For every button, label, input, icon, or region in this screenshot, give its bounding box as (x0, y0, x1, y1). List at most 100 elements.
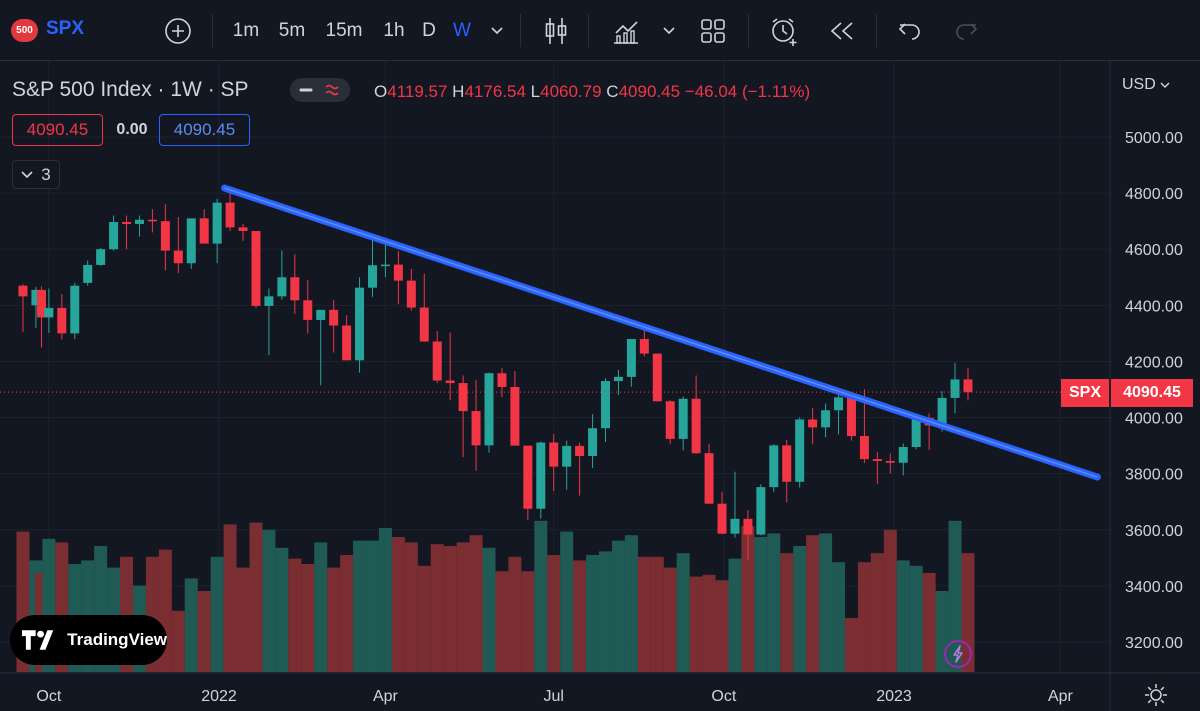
volume-bar (495, 571, 509, 672)
price-tick-label: 3800.00 (1125, 467, 1183, 484)
alert-button[interactable] (764, 0, 804, 61)
price-tick-label: 3600.00 (1125, 523, 1183, 540)
volume-bar (521, 571, 535, 672)
interval-1h[interactable]: 1h (383, 19, 405, 41)
candle (342, 315, 352, 361)
alarm-clock-plus-icon (772, 17, 797, 46)
candle (31, 287, 41, 328)
undo-icon (898, 22, 920, 40)
interval-1m[interactable]: 1m (232, 19, 260, 41)
candle-body (562, 445, 572, 467)
lightning-button[interactable] (944, 640, 972, 668)
candle (122, 215, 132, 250)
volume-bar (210, 556, 224, 672)
price-chart[interactable]: 5000.00 4800.00 4600.00 4400.00 4200.00 4000.… (0, 61, 1200, 711)
close-value: 4090.45 (618, 82, 681, 101)
interval-w[interactable]: W (453, 19, 471, 41)
volume-bar (327, 567, 341, 672)
price-tick-label: 3200.00 (1125, 635, 1183, 652)
legend-toggle[interactable] (290, 78, 350, 102)
candle (380, 238, 390, 278)
candle (367, 238, 377, 297)
volume-bar (171, 610, 185, 672)
candle (756, 484, 766, 536)
settings-gear-icon[interactable] (1144, 683, 1168, 707)
candle (639, 326, 649, 357)
currency-selector[interactable]: USD (1122, 76, 1170, 94)
symbol-name[interactable]: SPX (46, 18, 85, 39)
candle (199, 209, 209, 244)
volume-bar (715, 580, 729, 672)
candle-body (639, 339, 649, 354)
candle-body (342, 325, 352, 361)
legend-title[interactable]: S&P 500 Index · 1W · SP (12, 78, 249, 101)
volume-bar (702, 574, 716, 672)
candle-body (872, 459, 882, 462)
layout-button[interactable] (694, 0, 732, 61)
candle-body (523, 445, 533, 509)
candle-body (419, 307, 429, 342)
interval-d[interactable]: D (422, 19, 436, 41)
volume-bar (223, 524, 237, 672)
candle (251, 230, 261, 309)
interval-dropdown[interactable] (484, 0, 510, 61)
redo-button[interactable] (948, 0, 984, 61)
candle-body (601, 381, 611, 429)
volume-bar (534, 520, 548, 672)
candle-body (18, 285, 28, 297)
add-symbol-button[interactable] (160, 0, 196, 61)
legend-ohlc: O4119.57 H4176.54 L4060.79 C4090.45 −46.… (374, 82, 810, 102)
buy-price-button[interactable]: 4090.45 (159, 114, 250, 146)
candle-body (212, 202, 222, 244)
indicators-dropdown[interactable] (656, 0, 682, 61)
candle-body (782, 445, 792, 482)
sell-price-button[interactable]: 4090.45 (12, 114, 103, 146)
tradingview-logo[interactable]: TradingView (10, 615, 167, 665)
candle-body (44, 307, 54, 318)
candle (36, 286, 46, 348)
volume-bar (754, 537, 768, 672)
high-label: H (452, 82, 465, 101)
candle (950, 362, 960, 414)
candle-body (497, 373, 507, 387)
volume-bar (353, 540, 367, 672)
chart-type-button[interactable] (538, 0, 574, 61)
candle (549, 434, 559, 492)
candle-body (96, 249, 106, 265)
candle (419, 273, 429, 342)
undo-button[interactable] (892, 0, 928, 61)
interval-15m[interactable]: 15m (325, 19, 363, 41)
volume-bar (819, 533, 833, 672)
volume-bar (832, 562, 846, 672)
open-label: O (374, 82, 388, 101)
candle-body (769, 445, 779, 488)
candle (277, 250, 287, 300)
spread-value: 0.00 (116, 121, 148, 138)
candle-body (626, 339, 636, 377)
candle (795, 417, 805, 488)
candle (717, 491, 727, 535)
candle (588, 414, 598, 469)
candle-body (355, 287, 365, 361)
interval-5m[interactable]: 5m (278, 19, 306, 41)
last-price-symbol: SPX (1061, 379, 1109, 407)
candle-body (316, 309, 326, 320)
last-price-label: SPX 4090.45 (1061, 379, 1193, 407)
volume-bar (599, 551, 613, 672)
candle (898, 443, 908, 476)
replay-button[interactable] (824, 0, 860, 61)
candle (821, 403, 831, 438)
tv-logo-icon (22, 630, 54, 650)
candle (872, 452, 882, 484)
symbol-badge[interactable]: 500 (11, 19, 38, 42)
price-tick-label: 4800.00 (1125, 186, 1183, 203)
indicators-collapse-button[interactable]: 3 (12, 160, 60, 189)
volume-bar (624, 535, 638, 672)
top-toolbar: 500 SPX 1m 5m 15m 1h D W (0, 0, 1200, 61)
candle (212, 198, 222, 264)
indicators-button[interactable] (606, 0, 646, 61)
candle-body (937, 397, 947, 426)
candle-body (691, 398, 701, 454)
volume-bar (365, 540, 379, 672)
candles (18, 188, 973, 561)
